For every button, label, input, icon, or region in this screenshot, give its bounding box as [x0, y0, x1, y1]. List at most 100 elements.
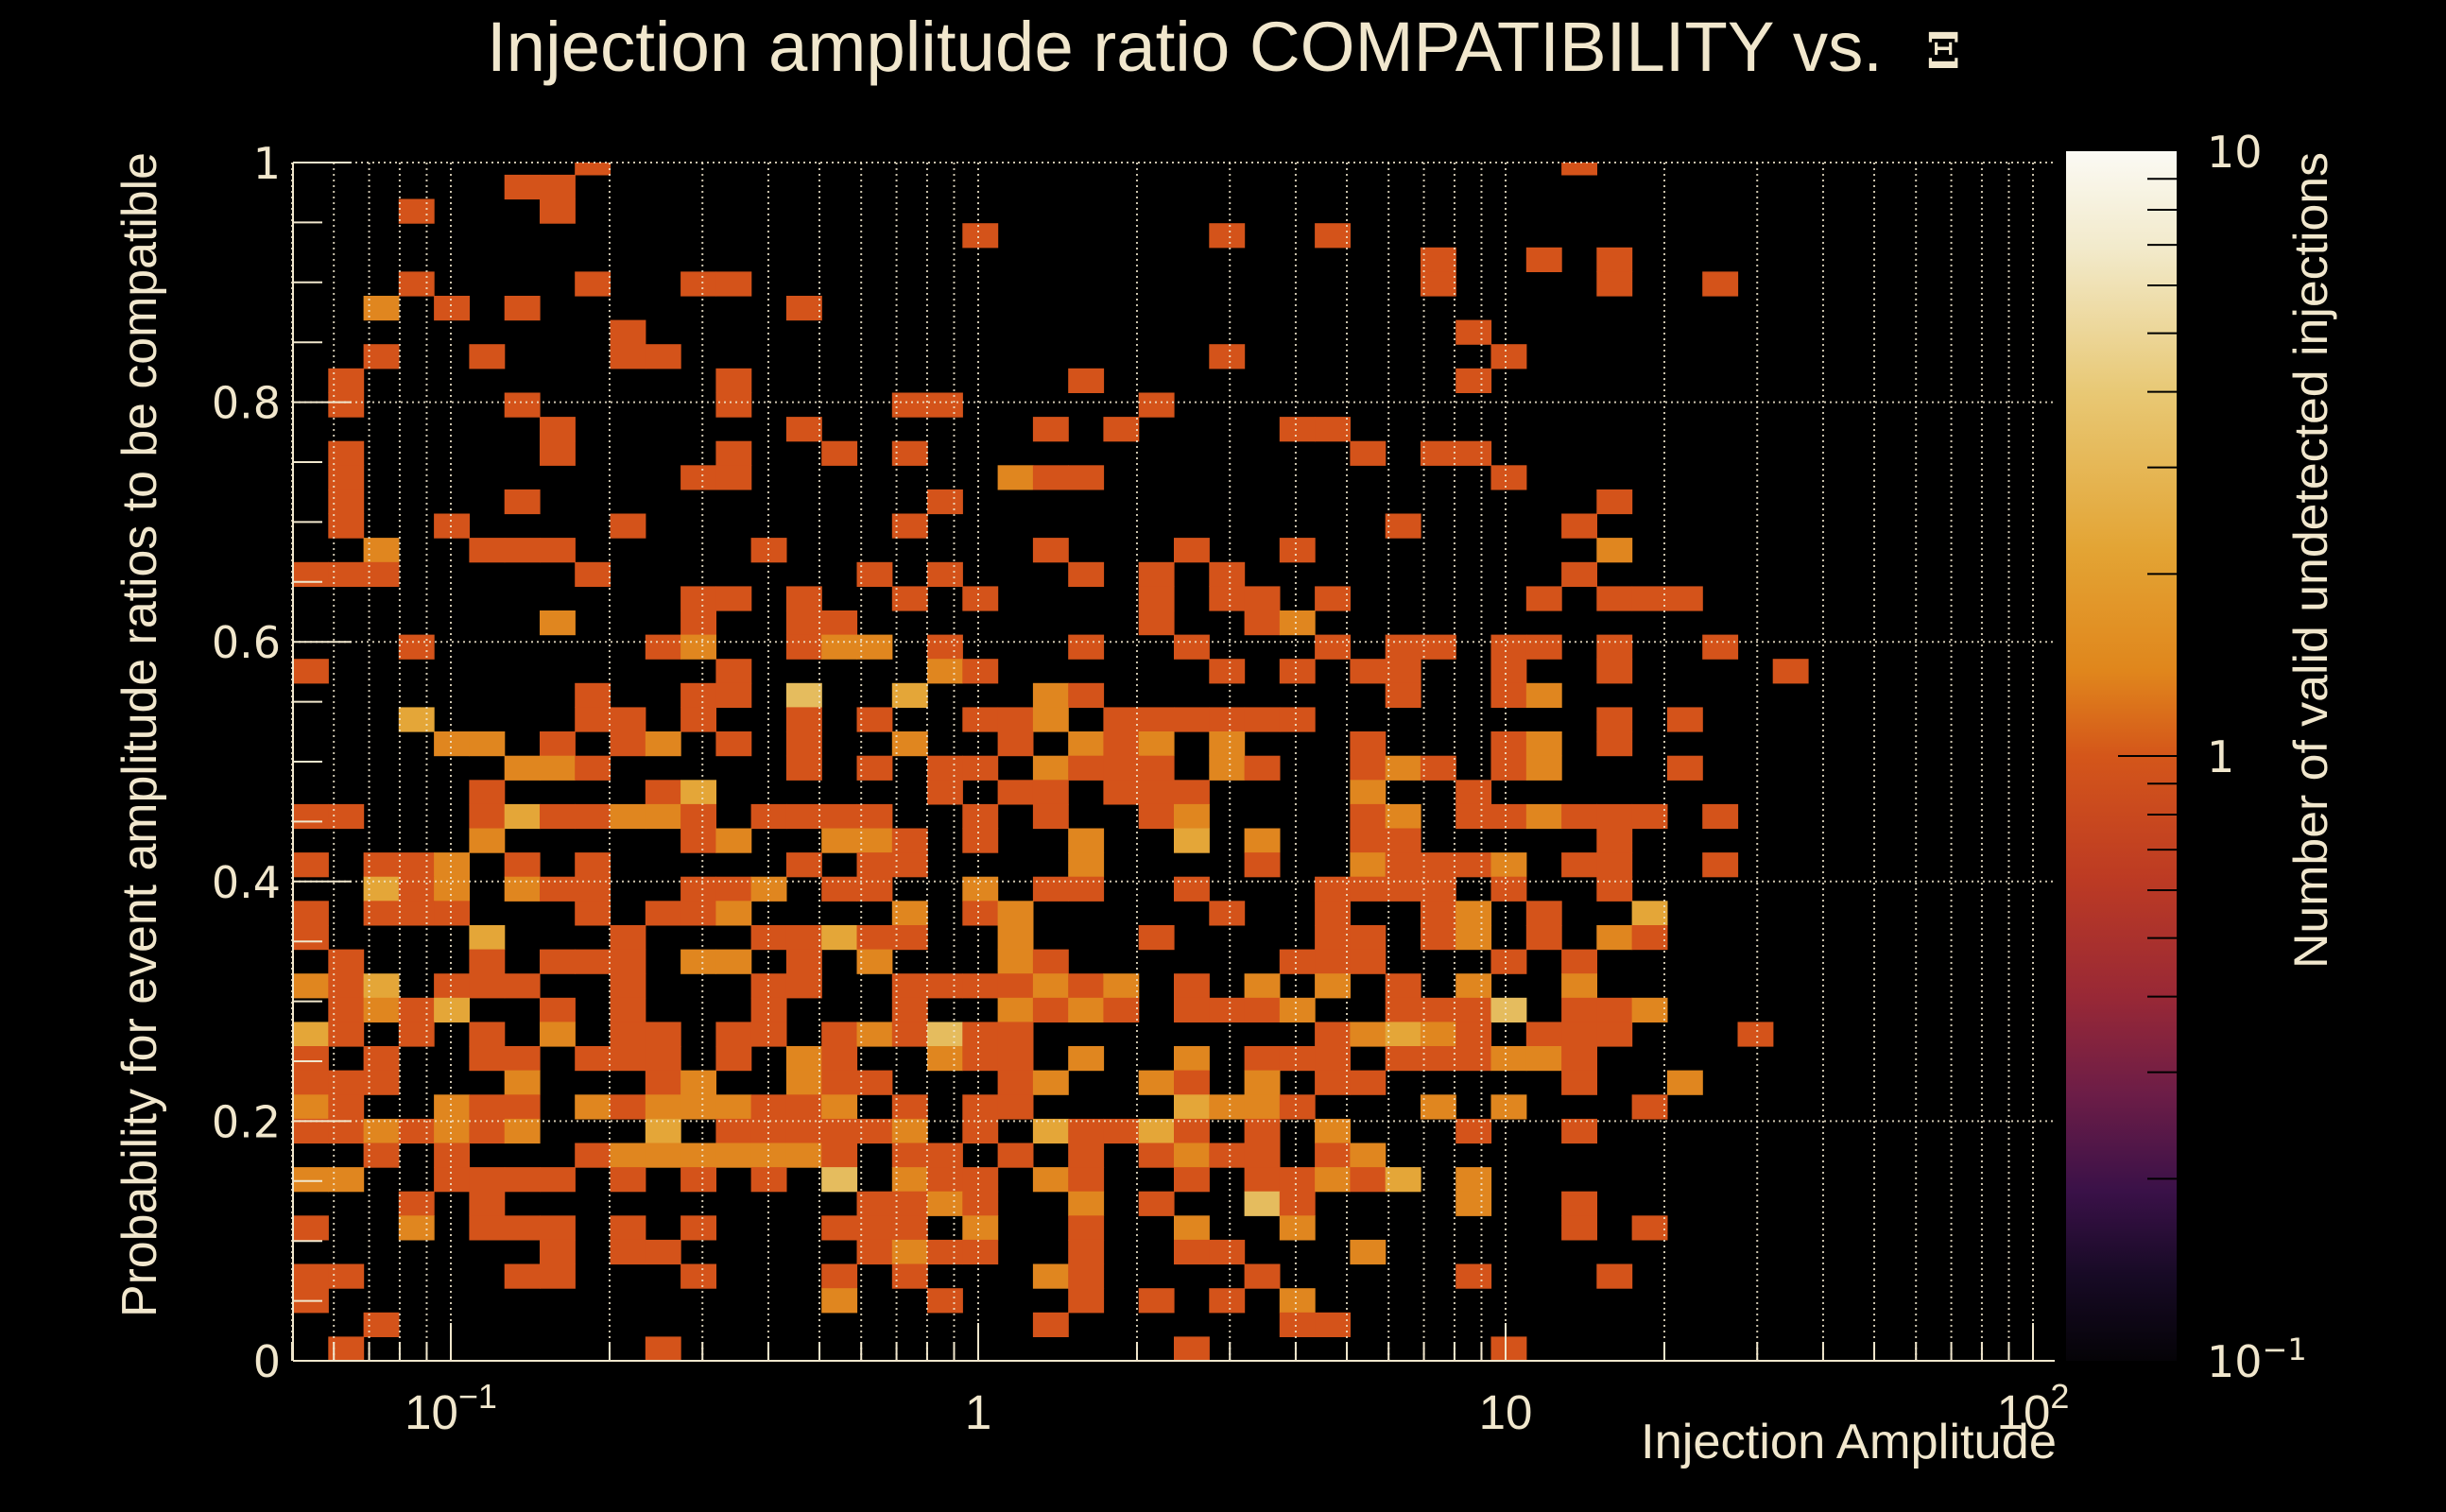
heatmap-cell: [680, 828, 716, 853]
heatmap-cell: [1209, 1094, 1246, 1120]
heatmap-cell: [1068, 1143, 1105, 1168]
heatmap-cell: [1103, 1118, 1140, 1144]
heatmap-cell: [750, 1167, 787, 1193]
heatmap-cell: [962, 1022, 999, 1047]
y-tick-labels: 0 0.2 0.4 0.6 0.8 1: [212, 138, 281, 1387]
heatmap-cell: [1666, 707, 1703, 732]
heatmap-cell: [785, 803, 822, 830]
heatmap-cell: [1279, 538, 1316, 563]
heatmap-cell: [610, 731, 646, 757]
heatmap-cell: [363, 852, 400, 878]
heatmap-cell: [962, 1191, 999, 1216]
heatmap-cell: [927, 659, 963, 684]
heatmap-cell: [540, 803, 576, 830]
heatmap-cell: [610, 1094, 646, 1120]
y-axis-label: Probability for event amplitude ratios t…: [112, 152, 167, 1317]
heatmap-cell: [1631, 586, 1668, 611]
heatmap-cell: [1596, 489, 1633, 515]
heatmap-cell: [1032, 997, 1069, 1022]
heatmap-cell: [1315, 586, 1351, 611]
heatmap-cell: [1385, 876, 1421, 902]
heatmap-cell: [540, 1215, 576, 1241]
heatmap-cell: [1350, 925, 1387, 951]
heatmap-cell: [1385, 755, 1421, 781]
heatmap-cell: [821, 876, 858, 902]
heatmap-cell: [891, 1239, 928, 1265]
heatmap-cell: [293, 1215, 329, 1241]
heatmap-cell: [785, 1094, 822, 1120]
heatmap-cell: [610, 925, 646, 951]
heatmap-cell: [1032, 1263, 1069, 1289]
heatmap-cell: [540, 440, 576, 466]
heatmap-cell: [540, 731, 576, 757]
heatmap-cell: [1138, 755, 1175, 781]
heatmap-cell: [645, 1070, 681, 1095]
heatmap-cell: [891, 1263, 928, 1289]
heatmap-cell: [891, 1191, 928, 1216]
heatmap-cell: [1456, 1191, 1492, 1216]
heatmap-cell: [1174, 1336, 1210, 1362]
heatmap-cell: [1209, 1239, 1246, 1265]
heatmap-cell: [927, 561, 963, 587]
heatmap-cell: [785, 755, 822, 781]
heatmap-cell: [1174, 1094, 1210, 1120]
heatmap-cell: [398, 707, 435, 732]
heatmap-cell: [1631, 1094, 1668, 1120]
heatmap-cell: [398, 1215, 435, 1241]
heatmap-cell: [856, 1191, 893, 1216]
heatmap-cell: [398, 198, 435, 224]
heatmap-cell: [997, 949, 1034, 974]
heatmap-cell: [1068, 1215, 1105, 1241]
heatmap-cell: [1315, 1312, 1351, 1337]
heatmap-cell: [1596, 659, 1633, 684]
heatmap-cell: [785, 417, 822, 442]
heatmap-cell: [1138, 925, 1175, 951]
heatmap-cell: [434, 876, 470, 902]
heatmap-cell: [680, 1094, 716, 1120]
heatmap-cell: [1032, 949, 1069, 974]
heatmap-cell: [469, 1191, 506, 1216]
heatmap-cell: [1420, 271, 1456, 297]
heatmap-cell: [1315, 1167, 1351, 1193]
heatmap-cell: [1631, 803, 1668, 830]
heatmap-cell: [645, 1022, 681, 1047]
heatmap-cell: [1209, 901, 1246, 926]
heatmap-cell: [1490, 1336, 1527, 1362]
heatmap-cell: [1174, 780, 1210, 805]
heatmap-cell: [927, 489, 963, 515]
heatmap-cell: [821, 1094, 858, 1120]
heatmap-cell: [1068, 561, 1105, 587]
heatmap-cell: [1174, 876, 1210, 902]
heatmap-cell: [927, 634, 963, 660]
heatmap-cell: [1279, 949, 1316, 974]
heatmap-cell: [1525, 925, 1562, 951]
heatmap-cell: [469, 1046, 506, 1072]
heatmap-cell: [821, 440, 858, 466]
colorbar-tick-label-base: 1: [2207, 731, 2234, 782]
heatmap-cell: [469, 1118, 506, 1144]
heatmap-cell: [715, 271, 752, 297]
heatmap-cell: [398, 634, 435, 660]
heatmap-cell: [1737, 1022, 1774, 1047]
heatmap-cell: [1350, 876, 1387, 902]
heatmap-cell: [1032, 1118, 1069, 1144]
y-tick-label: 0.4: [212, 857, 281, 908]
heatmap-cell: [927, 1167, 963, 1193]
heatmap-cell: [469, 828, 506, 853]
heatmap-cell: [715, 949, 752, 974]
x-tick-label-base: 1: [965, 1385, 991, 1439]
heatmap-cell: [1244, 973, 1281, 999]
heatmap-cell: [891, 852, 928, 878]
heatmap-cell: [1068, 1167, 1105, 1193]
x-tick-label-base: 10: [1997, 1385, 2051, 1439]
heatmap-cell: [1103, 417, 1140, 442]
heatmap-cell: [1385, 634, 1421, 660]
heatmap-cell: [891, 1094, 928, 1120]
heatmap-cell: [1596, 538, 1633, 563]
heatmap-cell: [1561, 803, 1597, 830]
heatmap-cell: [997, 901, 1034, 926]
x-tick-label: 10: [1479, 1385, 1533, 1439]
